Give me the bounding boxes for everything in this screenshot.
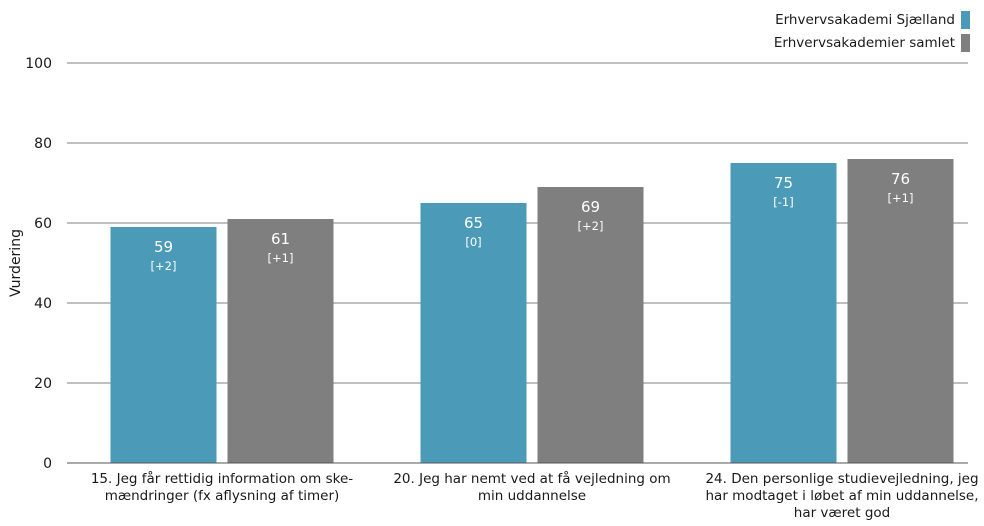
y-tick-label: 20: [34, 376, 52, 392]
x-category-label: har modtaget i løbet af min uddannelse,: [705, 488, 978, 504]
bar-change-label: [-1]: [773, 195, 793, 209]
bar-value-label: 65: [464, 214, 483, 232]
bar-value-label: 59: [154, 238, 173, 256]
x-category-label: 20. Jeg har nemt ved at få vejledning om: [393, 470, 670, 487]
bar: [110, 227, 217, 463]
y-tick-label: 80: [34, 136, 52, 152]
y-axis-title: Vurdering: [8, 229, 24, 297]
legend-swatch-samlet: [961, 33, 970, 52]
x-category-label: min uddannelse: [478, 488, 586, 504]
x-category-label: mændringer (fx aflysning af timer): [105, 488, 340, 504]
x-category-label: 24. Den personlige studievejledning, jeg: [705, 471, 978, 487]
y-tick-label: 40: [34, 296, 52, 312]
bar-value-label: 69: [581, 198, 600, 216]
bar-value-label: 75: [774, 174, 793, 192]
bar: [730, 163, 837, 463]
legend-swatch-sjaelland: [961, 10, 970, 29]
bar-change-label: [+2]: [578, 219, 604, 233]
y-tick-label: 0: [43, 456, 52, 472]
legend-label-samlet: Erhvervsakademier samlet: [773, 34, 955, 51]
bar-change-label: [0]: [465, 235, 481, 249]
bar-value-label: 61: [271, 230, 290, 248]
bar-change-label: [+2]: [151, 259, 177, 273]
bar: [227, 219, 334, 463]
y-tick-label: 60: [34, 216, 52, 232]
x-category-label: 15. Jeg får rettidig information om ske-: [91, 470, 353, 487]
bar: [847, 159, 954, 463]
y-tick-label: 100: [25, 56, 52, 72]
bar: [537, 187, 644, 463]
x-category-label: har været god: [794, 505, 890, 521]
legend: Erhvervsakademi Sjælland Erhvervsakademi…: [774, 8, 970, 54]
bars: 59 [+2] 61 [+1] 65 [0] 69 [+2] 75 [-1] 76 [+1]: [110, 159, 954, 463]
legend-item-samlet: Erhvervsakademier samlet: [774, 31, 970, 54]
legend-item-sjaelland: Erhvervsakademi Sjælland: [774, 8, 970, 31]
bar-change-label: [+1]: [268, 251, 294, 265]
bar-value-label: 76: [891, 170, 910, 188]
bar-change-label: [+1]: [888, 191, 914, 205]
bar: [420, 203, 527, 463]
legend-label-sjaelland: Erhvervsakademi Sjælland: [775, 11, 955, 28]
axes: 0 20 40 60 80 100 15. Jeg får rettidig informa…: [25, 56, 978, 521]
